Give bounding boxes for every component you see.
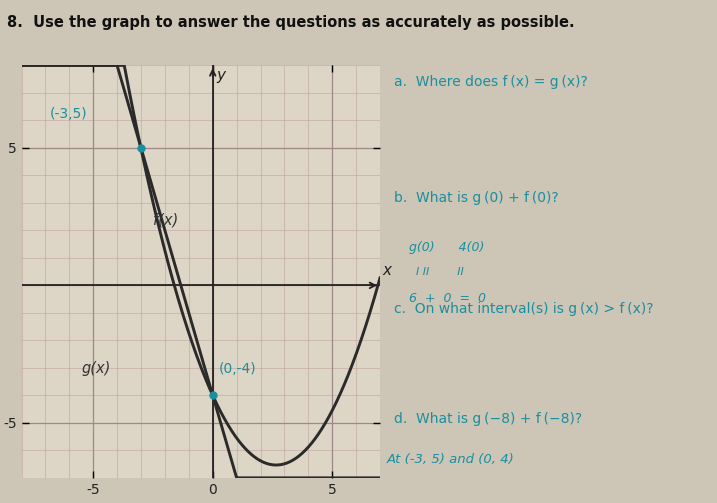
Text: y: y: [217, 68, 225, 83]
Text: (0,-4): (0,-4): [219, 362, 256, 376]
Text: x: x: [382, 264, 391, 279]
Text: a.  Where does f (x) = g (x)?: a. Where does f (x) = g (x)?: [394, 75, 588, 90]
Text: g(x): g(x): [81, 361, 110, 376]
Text: 8.  Use the graph to answer the questions as accurately as possible.: 8. Use the graph to answer the questions…: [7, 15, 575, 30]
Text: (-3,5): (-3,5): [50, 107, 87, 121]
Text: f(x): f(x): [153, 213, 179, 228]
Text: d.  What is g (−8) + f (−8)?: d. What is g (−8) + f (−8)?: [394, 412, 582, 427]
Text: g(0)      4(0): g(0) 4(0): [409, 241, 484, 255]
Text: 6  +  0  =  0: 6 + 0 = 0: [409, 292, 485, 305]
Text: c.  On what interval(s) is g (x) > f (x)?: c. On what interval(s) is g (x) > f (x)?: [394, 302, 654, 316]
Text: I II        II: I II II: [416, 267, 464, 277]
Text: At (-3, 5) and (0, 4): At (-3, 5) and (0, 4): [387, 453, 515, 466]
Text: b.  What is g (0) + f (0)?: b. What is g (0) + f (0)?: [394, 191, 559, 205]
